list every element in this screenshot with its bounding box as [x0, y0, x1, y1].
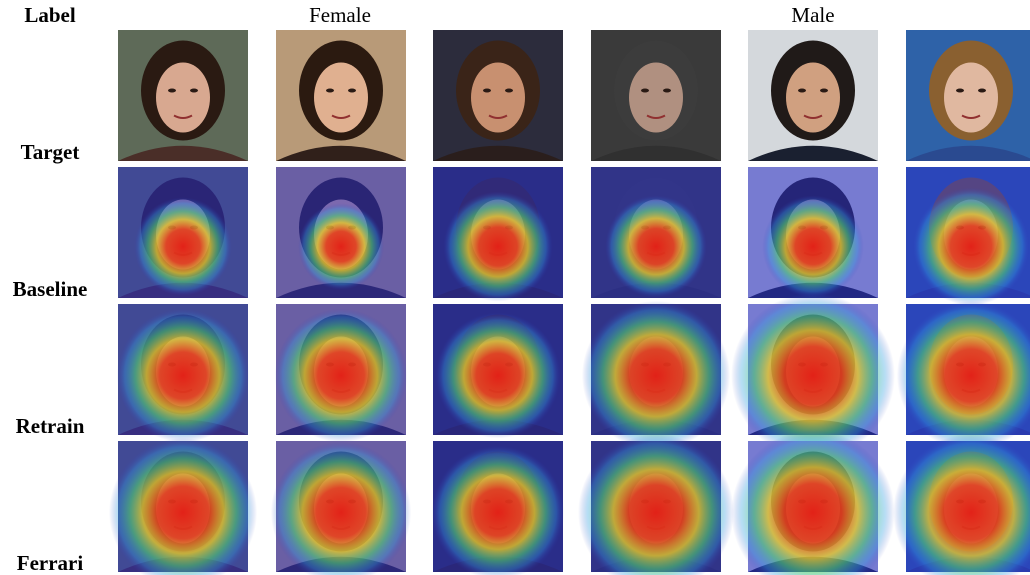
face	[156, 62, 210, 133]
image-cell	[118, 30, 248, 161]
heat-blob	[893, 433, 1030, 575]
row-label: Target	[21, 140, 80, 164]
mouth	[803, 114, 823, 119]
image-cell	[748, 30, 878, 161]
heat-blob	[443, 191, 553, 302]
eye	[978, 88, 986, 93]
heat-blob	[435, 312, 561, 439]
row-label: Retrain	[16, 414, 85, 438]
eye	[641, 88, 649, 93]
image-cell	[731, 429, 895, 575]
heat-blob	[270, 441, 412, 575]
image-cell	[906, 30, 1030, 161]
heat-blob	[298, 203, 384, 290]
image-cell	[581, 300, 731, 451]
heat-blob	[134, 197, 232, 296]
image-cell	[433, 304, 563, 439]
mouth	[488, 114, 508, 119]
shoulders	[906, 145, 1030, 161]
heat-blob	[108, 437, 258, 575]
image-grid	[108, 30, 1030, 575]
row-label: Baseline	[13, 277, 88, 301]
heat-blob	[731, 429, 895, 575]
heat-blob	[274, 308, 408, 443]
heat-blob	[431, 445, 565, 575]
image-cell	[433, 30, 563, 161]
image-cell	[276, 30, 406, 161]
eye	[348, 88, 356, 93]
face	[314, 62, 368, 133]
image-cell	[118, 167, 248, 298]
face	[629, 62, 683, 133]
mouth	[646, 114, 666, 119]
eye	[326, 88, 334, 93]
image-cell	[276, 167, 406, 298]
eye	[798, 88, 806, 93]
shoulders	[433, 145, 563, 161]
image-cell	[748, 167, 878, 298]
group-label: Female	[309, 3, 371, 27]
mouth	[331, 114, 351, 119]
heat-blob	[578, 433, 734, 575]
eye	[505, 88, 513, 93]
heat-blob	[731, 292, 895, 459]
image-cell	[591, 167, 721, 298]
shoulders	[118, 145, 248, 161]
eye	[820, 88, 828, 93]
face	[944, 62, 998, 133]
eye	[190, 88, 198, 93]
image-cell	[896, 300, 1030, 451]
image-cell	[578, 433, 734, 575]
image-cell	[108, 437, 258, 575]
image-cell	[116, 304, 250, 443]
face	[786, 62, 840, 133]
row-label: Ferrari	[17, 551, 84, 575]
eye	[168, 88, 176, 93]
heat-blob	[912, 187, 1030, 306]
heat-blob	[116, 308, 250, 443]
heat-blob	[581, 300, 731, 451]
image-cell	[274, 304, 408, 443]
heat-blob	[605, 195, 707, 298]
shoulders	[591, 145, 721, 161]
shoulders	[748, 145, 878, 161]
eye	[663, 88, 671, 93]
image-cell	[731, 292, 895, 459]
mouth	[173, 114, 193, 119]
shoulders	[276, 145, 406, 161]
image-cell	[270, 441, 412, 575]
image-cell	[906, 167, 1030, 306]
heat-blob	[896, 300, 1030, 451]
corner-label: Label	[24, 3, 76, 27]
image-cell	[433, 167, 563, 302]
face	[471, 62, 525, 133]
image-cell	[431, 441, 565, 575]
eye	[956, 88, 964, 93]
eye	[483, 88, 491, 93]
image-cell	[893, 433, 1030, 575]
group-label: Male	[791, 3, 834, 27]
mouth	[961, 114, 981, 119]
image-cell	[591, 30, 721, 161]
heat-blob	[762, 195, 864, 298]
